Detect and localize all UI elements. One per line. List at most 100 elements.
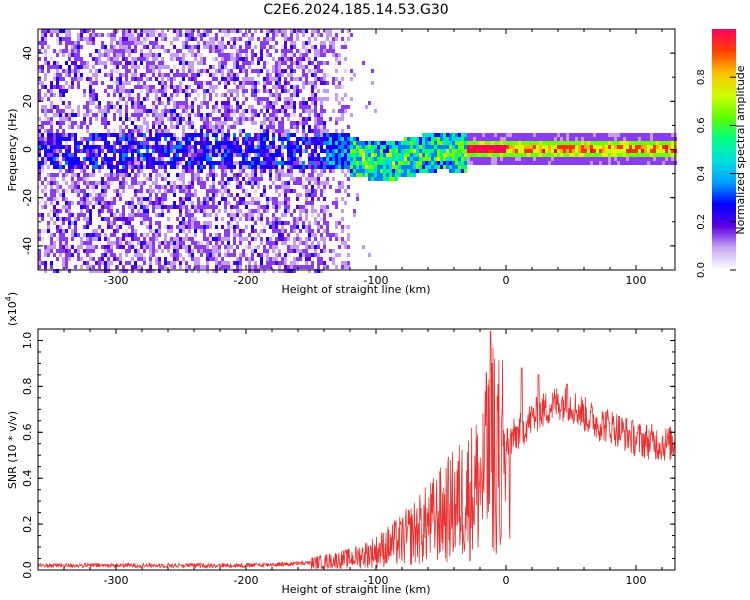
- spectrogram-cell: [287, 233, 290, 237]
- spectrogram-cell: [446, 161, 449, 165]
- spectrogram-cell: [344, 189, 347, 193]
- spectrogram-cell: [146, 177, 149, 181]
- spectrogram-cell: [509, 161, 512, 165]
- spectrogram-cell: [119, 49, 122, 53]
- spectrogram-cell: [215, 129, 218, 133]
- spectrogram-cell: [53, 149, 56, 153]
- spectrogram-cell: [140, 73, 143, 77]
- spectrogram-cell: [191, 213, 194, 217]
- spectrogram-cell: [278, 173, 281, 177]
- spectrogram-cell: [104, 121, 107, 125]
- spectrogram-cell: [203, 33, 206, 37]
- spectrogram-cell: [200, 253, 203, 257]
- spectrogram-cell: [182, 41, 185, 45]
- spectrogram-cell: [38, 161, 41, 165]
- spectrogram-cell: [170, 161, 173, 165]
- spectrogram-cell: [128, 185, 131, 189]
- spectrogram-cell: [68, 105, 71, 109]
- spectrogram-cell: [131, 225, 134, 229]
- spectrogram-cell: [248, 41, 251, 45]
- spectrogram-cell: [164, 165, 167, 169]
- spectrogram-cell: [98, 257, 101, 261]
- spectrogram-cell: [281, 153, 284, 157]
- spectrogram-cell: [104, 173, 107, 177]
- spectrogram-cell: [275, 221, 278, 225]
- spectrogram-cell: [248, 161, 251, 165]
- spectrogram-cell: [320, 169, 323, 173]
- spectrogram-cell: [161, 201, 164, 205]
- spectrogram-cell: [164, 153, 167, 157]
- spectrogram-cell: [86, 157, 89, 161]
- spectrogram-cell: [62, 101, 65, 105]
- spectrogram-cell: [368, 253, 371, 257]
- spectrogram-cell: [611, 157, 614, 161]
- spectrogram-cell: [92, 157, 95, 161]
- spectrogram-cell: [326, 133, 329, 137]
- spectrogram-cell: [59, 89, 62, 93]
- spectrogram-cell: [602, 133, 605, 137]
- spectrogram-cell: [524, 157, 527, 161]
- spectrogram-cell: [491, 149, 494, 153]
- spectrogram-cell: [251, 169, 254, 173]
- spectrogram-cell: [134, 141, 137, 145]
- spectrogram-cell: [455, 169, 458, 173]
- spectrogram-cell: [356, 169, 359, 173]
- spectrogram-cell: [116, 137, 119, 141]
- spectrogram-cell: [38, 253, 41, 257]
- spectrogram-cell: [122, 269, 125, 273]
- spectrogram-cell: [95, 161, 98, 165]
- spectrogram-cell: [263, 97, 266, 101]
- spectrogram-cell: [251, 177, 254, 181]
- spectrogram-cell: [251, 269, 254, 273]
- spectrogram-cell: [230, 265, 233, 269]
- spectrogram-cell: [245, 157, 248, 161]
- spectrogram-cell: [320, 109, 323, 113]
- spectrogram-cell: [467, 145, 470, 149]
- spectrogram-cell: [44, 57, 47, 61]
- spectrogram-cell: [233, 161, 236, 165]
- spectrogram-cell: [212, 153, 215, 157]
- spectrogram-cell: [287, 49, 290, 53]
- spectrogram-cell: [419, 145, 422, 149]
- spectrogram-cell: [224, 265, 227, 269]
- spectrogram-cell: [53, 29, 56, 33]
- spectrogram-cell: [47, 153, 50, 157]
- spectrogram-cell: [353, 149, 356, 153]
- spectrogram-cell: [416, 165, 419, 169]
- spectrogram-cell: [164, 169, 167, 173]
- spectrogram-cell: [194, 149, 197, 153]
- spectrogram-cell: [176, 49, 179, 53]
- spectrogram-cell: [389, 153, 392, 157]
- spectrogram-cell: [77, 145, 80, 149]
- spectrogram-cell: [653, 161, 656, 165]
- spectrogram-cell: [89, 53, 92, 57]
- spectrogram-cell: [221, 57, 224, 61]
- spectrogram-cell: [80, 77, 83, 81]
- spectrogram-cell: [257, 37, 260, 41]
- spectrogram-cell: [155, 193, 158, 197]
- spectrogram-cell: [251, 37, 254, 41]
- spectrogram-cell: [299, 161, 302, 165]
- spectrogram-cell: [392, 177, 395, 181]
- spectrogram-cell: [575, 157, 578, 161]
- spectrogram-cell: [293, 177, 296, 181]
- spectrogram-cell: [335, 157, 338, 161]
- spectrogram-cell: [83, 161, 86, 165]
- spectrogram-cell: [356, 173, 359, 177]
- spectrogram-cell: [131, 209, 134, 213]
- spectrogram-cell: [398, 161, 401, 165]
- spectrogram-cell: [314, 181, 317, 185]
- spectrogram-cell: [338, 245, 341, 249]
- spectrogram-cell: [590, 157, 593, 161]
- spectrogram-cell: [83, 149, 86, 153]
- spectrogram-cell: [98, 237, 101, 241]
- spectrogram-cell: [137, 181, 140, 185]
- spectrogram-cell: [242, 161, 245, 165]
- spectrogram-cell: [137, 265, 140, 269]
- spectrogram-cell: [101, 189, 104, 193]
- spectrogram-cell: [218, 109, 221, 113]
- spectrogram-cell: [569, 149, 572, 153]
- spectrogram-cell: [215, 189, 218, 193]
- spectrogram-cell: [275, 257, 278, 261]
- spectrogram-cell: [188, 209, 191, 213]
